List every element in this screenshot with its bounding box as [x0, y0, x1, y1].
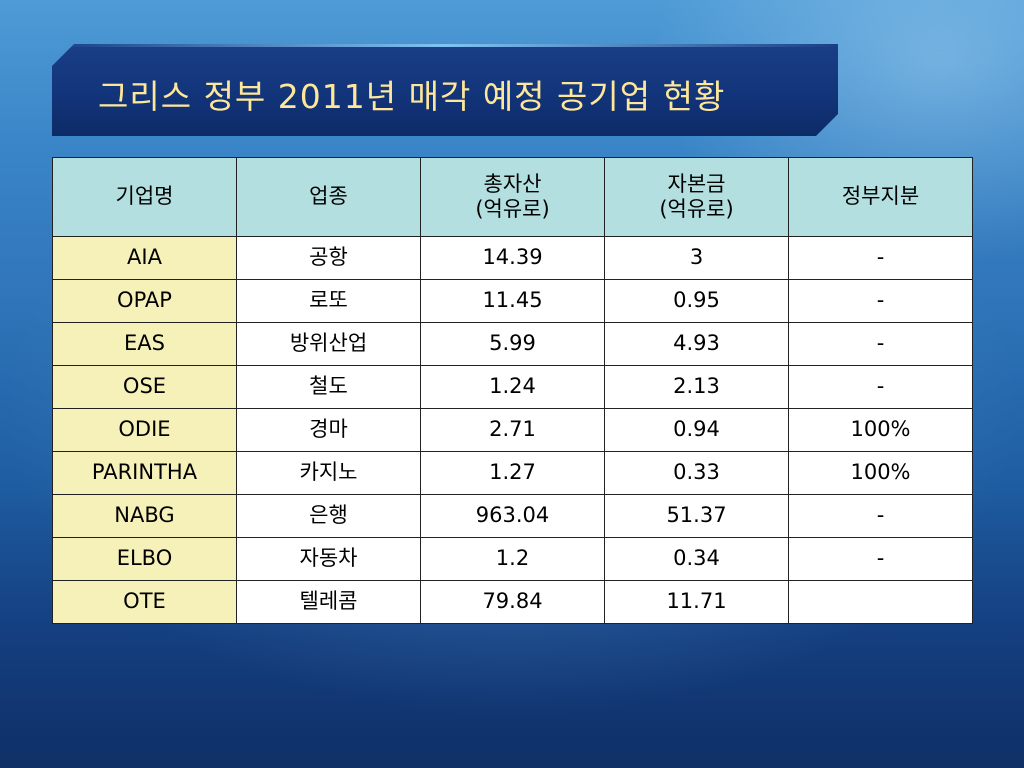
header-industry: 업종	[236, 157, 421, 237]
table-row: OTE 텔레콤 79.84 11.71	[52, 580, 973, 624]
cell-stake: -	[788, 236, 973, 280]
cell-capital: 0.95	[604, 279, 789, 323]
table-row: OSE 철도 1.24 2.13 -	[52, 365, 973, 409]
cell-company: PARINTHA	[52, 451, 237, 495]
cell-assets: 1.27	[420, 451, 605, 495]
cell-company: AIA	[52, 236, 237, 280]
cell-assets: 963.04	[420, 494, 605, 538]
cell-industry: 방위산업	[236, 322, 421, 366]
cell-assets: 1.24	[420, 365, 605, 409]
cell-stake: -	[788, 537, 973, 581]
cell-company: OPAP	[52, 279, 237, 323]
page-title: 그리스 정부 2011년 매각 예정 공기업 현황	[98, 77, 726, 116]
cell-company: ELBO	[52, 537, 237, 581]
table-row: EAS 방위산업 5.99 4.93 -	[52, 322, 973, 366]
cell-assets: 1.2	[420, 537, 605, 581]
cell-industry: 철도	[236, 365, 421, 409]
cell-industry: 카지노	[236, 451, 421, 495]
enterprise-table: 기업명 업종 총자산 (억유로) 자본금 (억유로) 정부지분 AIA 공항 14.…	[52, 157, 973, 624]
table-row: OPAP 로또 11.45 0.95 -	[52, 279, 973, 323]
cell-capital: 51.37	[604, 494, 789, 538]
cell-stake: -	[788, 494, 973, 538]
cell-industry: 은행	[236, 494, 421, 538]
header-government-stake: 정부지분	[788, 157, 973, 237]
cell-industry: 자동차	[236, 537, 421, 581]
table-row: AIA 공항 14.39 3 -	[52, 236, 973, 280]
header-company: 기업명	[52, 157, 237, 237]
cell-assets: 5.99	[420, 322, 605, 366]
table-row: ELBO 자동차 1.2 0.34 -	[52, 537, 973, 581]
cell-assets: 11.45	[420, 279, 605, 323]
cell-industry: 경마	[236, 408, 421, 452]
cell-capital: 0.34	[604, 537, 789, 581]
cell-capital: 4.93	[604, 322, 789, 366]
cell-stake: -	[788, 279, 973, 323]
table-row: NABG 은행 963.04 51.37 -	[52, 494, 973, 538]
cell-capital: 0.33	[604, 451, 789, 495]
cell-capital: 3	[604, 236, 789, 280]
cell-assets: 79.84	[420, 580, 605, 624]
cell-capital: 11.71	[604, 580, 789, 624]
cell-industry: 로또	[236, 279, 421, 323]
cell-stake: -	[788, 365, 973, 409]
table-row: ODIE 경마 2.71 0.94 100%	[52, 408, 973, 452]
cell-company: EAS	[52, 322, 237, 366]
cell-capital: 0.94	[604, 408, 789, 452]
cell-stake	[788, 580, 973, 624]
cell-company: OTE	[52, 580, 237, 624]
header-capital: 자본금 (억유로)	[604, 157, 789, 237]
table-row: PARINTHA 카지노 1.27 0.33 100%	[52, 451, 973, 495]
title-banner	[52, 44, 838, 136]
cell-company: ODIE	[52, 408, 237, 452]
cell-industry: 공항	[236, 236, 421, 280]
cell-stake: 100%	[788, 451, 973, 495]
cell-stake: -	[788, 322, 973, 366]
cell-assets: 14.39	[420, 236, 605, 280]
cell-company: OSE	[52, 365, 237, 409]
table-header-row: 기업명 업종 총자산 (억유로) 자본금 (억유로) 정부지분	[52, 157, 973, 237]
cell-industry: 텔레콤	[236, 580, 421, 624]
cell-capital: 2.13	[604, 365, 789, 409]
cell-company: NABG	[52, 494, 237, 538]
cell-assets: 2.71	[420, 408, 605, 452]
header-total-assets: 총자산 (억유로)	[420, 157, 605, 237]
cell-stake: 100%	[788, 408, 973, 452]
